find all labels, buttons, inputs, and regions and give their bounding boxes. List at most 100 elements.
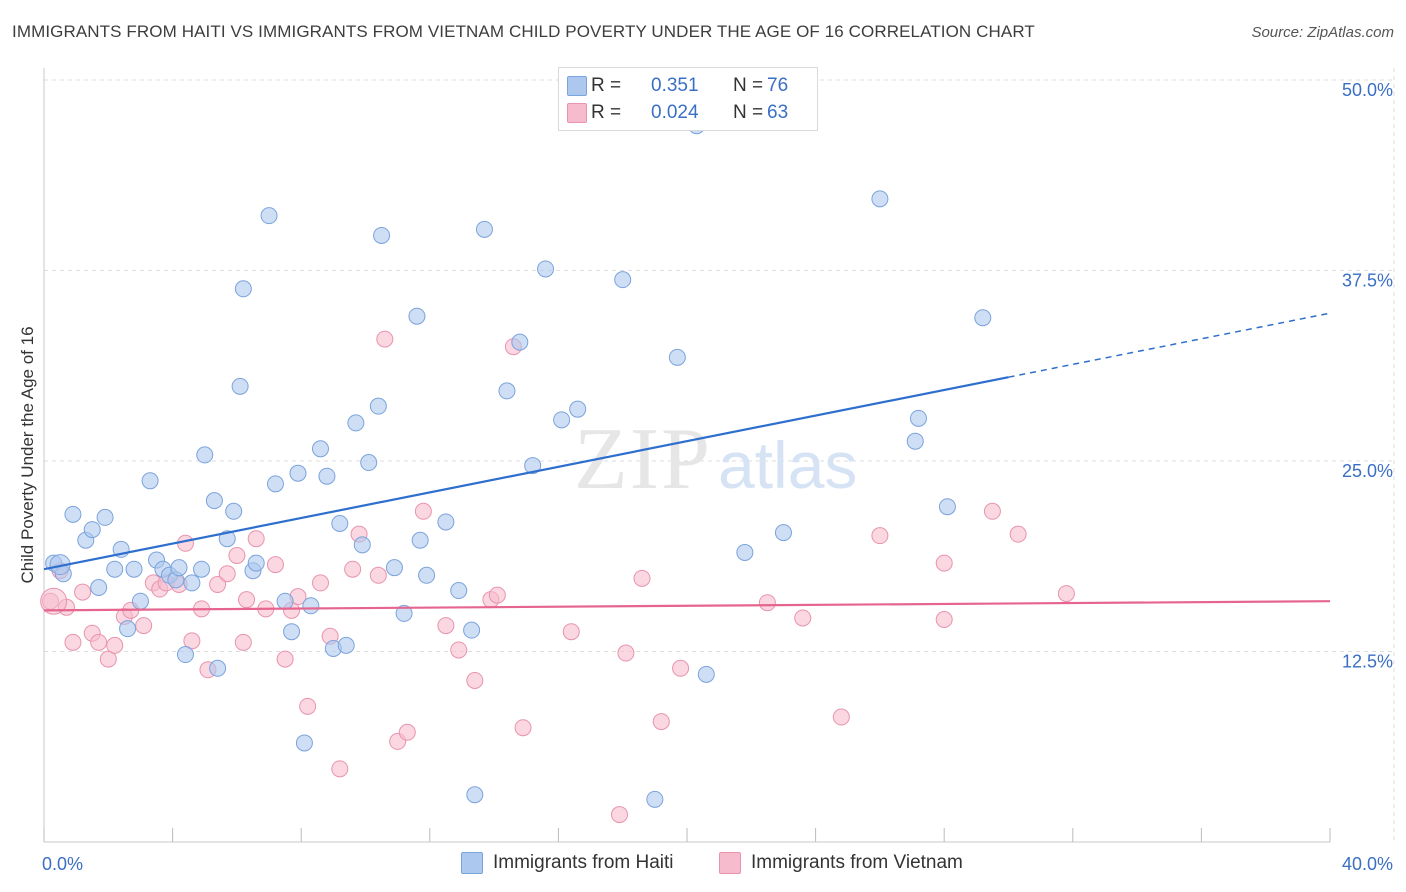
haiti-point (697, 665, 715, 683)
legend-n-label: N = (733, 102, 764, 123)
vietnam-point (414, 502, 432, 520)
haiti-point (569, 400, 587, 418)
legend-n-label: N = (733, 75, 764, 96)
haiti-n-value: 76 (767, 75, 789, 96)
vietnam-point (488, 586, 506, 604)
haiti-point (347, 414, 365, 432)
vietnam-point (238, 591, 256, 609)
watermark-atlas: atlas (718, 428, 857, 502)
haiti-point (209, 659, 227, 677)
trend-lines (43, 312, 1331, 612)
x-tick-label: 0.0% (42, 854, 83, 874)
vietnam-point (672, 659, 690, 677)
vietnam-point (832, 708, 850, 726)
haiti-point (119, 620, 137, 638)
haiti-point (193, 560, 211, 578)
vietnam-point (135, 617, 153, 635)
haiti-point (225, 502, 243, 520)
haiti-point (774, 524, 792, 542)
vietnam-swatch (567, 103, 587, 123)
vietnam-point (40, 587, 68, 615)
vietnam-point (299, 697, 317, 715)
haiti-point (234, 280, 252, 298)
haiti-trend-line (43, 376, 1009, 571)
haiti-point (318, 467, 336, 485)
vietnam-point (247, 530, 265, 548)
vietnam-trend-line (43, 600, 1331, 612)
vietnam-point (369, 566, 387, 584)
haiti-r-value: 0.351 (651, 75, 699, 96)
haiti-point (337, 636, 355, 654)
haiti-point (176, 646, 194, 664)
haiti-point (331, 514, 349, 532)
vietnam-point (74, 583, 92, 601)
vietnam-point (106, 636, 124, 654)
source-label: Source: ZipAtlas.com (1251, 24, 1394, 41)
haiti-point (96, 508, 114, 526)
vietnam-r-value: 0.024 (651, 102, 699, 123)
vietnam-point (437, 617, 455, 635)
y-tick-label: 25.0% (1342, 461, 1393, 481)
vietnam-point (1057, 585, 1075, 603)
haiti-point (498, 382, 516, 400)
bottom-legend-haiti[interactable]: Immigrants from Haiti (461, 852, 674, 874)
haiti-point (353, 536, 371, 554)
haiti-point (463, 621, 481, 639)
vietnam-point (871, 527, 889, 545)
axes (43, 68, 1331, 843)
tick-labels: 12.5% 25.0% 37.5% 50.0% 0.0% 40.0% (42, 80, 1393, 874)
haiti-point (646, 790, 664, 808)
vietnam-point (376, 330, 394, 348)
haiti-point (369, 397, 387, 415)
haiti-point (385, 559, 403, 577)
haiti-point (373, 226, 391, 244)
haiti-point (247, 554, 265, 572)
haiti-point (475, 220, 493, 238)
vietnam-point (610, 806, 628, 824)
haiti-point (266, 475, 284, 493)
haiti-point (125, 560, 143, 578)
vietnam-n-value: 63 (767, 102, 789, 123)
vietnam-point (183, 632, 201, 650)
haiti-point (205, 492, 223, 510)
y-tick-label: 50.0% (1342, 80, 1393, 100)
haiti-point (131, 592, 149, 610)
haiti-point (90, 578, 108, 596)
haiti-point (511, 333, 529, 351)
haiti-point (183, 574, 201, 592)
vietnam-point (331, 760, 349, 778)
vietnam-point (794, 609, 812, 627)
haiti-point (83, 521, 101, 539)
haiti-point (736, 543, 754, 561)
vietnam-point (935, 610, 953, 628)
legend-r-label: R = (591, 102, 622, 123)
vietnam-point (466, 671, 484, 689)
vietnam-point (276, 650, 294, 668)
haiti-point (974, 309, 992, 327)
vietnam-point (633, 569, 651, 587)
vietnam-point (652, 713, 670, 731)
vietnam-point (64, 633, 82, 651)
vietnam-point (758, 594, 776, 612)
haiti-point (141, 472, 159, 490)
vietnam-point (266, 556, 284, 574)
haiti-point (871, 190, 889, 208)
haiti-point (437, 513, 455, 531)
legend-r-label: R = (591, 75, 622, 96)
bottom-legend-vietnam[interactable]: Immigrants from Vietnam (719, 852, 963, 874)
haiti-point (395, 604, 413, 622)
haiti-point (295, 734, 313, 752)
haiti-legend-label: Immigrants from Haiti (493, 852, 674, 873)
haiti-point (360, 454, 378, 472)
y-tick-label: 12.5% (1342, 652, 1393, 672)
vietnam-point (562, 623, 580, 641)
haiti-point (466, 786, 484, 804)
haiti-point (311, 440, 329, 458)
vietnam-point (99, 650, 117, 668)
vietnam-points (40, 330, 1075, 824)
haiti-point (906, 432, 924, 450)
vietnam-legend-swatch (719, 852, 741, 874)
haiti-point (614, 271, 632, 289)
vietnam-point (935, 554, 953, 572)
haiti-point (64, 505, 82, 523)
